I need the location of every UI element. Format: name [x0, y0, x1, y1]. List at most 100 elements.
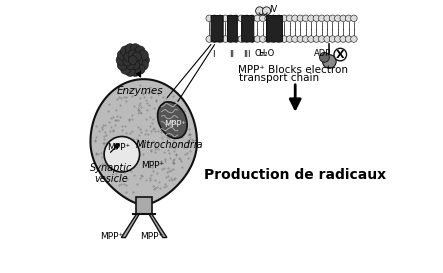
- Circle shape: [130, 44, 140, 54]
- Text: vesicle: vesicle: [95, 174, 128, 184]
- Circle shape: [313, 36, 320, 42]
- Circle shape: [329, 36, 336, 42]
- Circle shape: [334, 48, 346, 61]
- Circle shape: [334, 15, 341, 22]
- Circle shape: [249, 36, 255, 42]
- Circle shape: [227, 15, 234, 22]
- Text: MPP⁺: MPP⁺: [141, 161, 164, 170]
- FancyBboxPatch shape: [242, 16, 254, 42]
- Circle shape: [303, 15, 309, 22]
- Polygon shape: [121, 214, 139, 238]
- Polygon shape: [136, 197, 152, 214]
- Circle shape: [281, 36, 288, 42]
- Circle shape: [138, 60, 148, 70]
- Circle shape: [340, 15, 346, 22]
- Circle shape: [329, 15, 336, 22]
- Circle shape: [139, 55, 149, 65]
- Circle shape: [345, 36, 352, 42]
- Circle shape: [324, 15, 330, 22]
- Text: MPP⁺: MPP⁺: [164, 120, 186, 129]
- Circle shape: [345, 15, 352, 22]
- Circle shape: [238, 36, 245, 42]
- Polygon shape: [90, 79, 197, 205]
- Text: MPP⁺: MPP⁺: [140, 232, 163, 241]
- Circle shape: [126, 60, 135, 70]
- Text: III: III: [243, 50, 250, 59]
- Text: Synaptic: Synaptic: [90, 163, 132, 173]
- Circle shape: [120, 46, 131, 56]
- Circle shape: [222, 15, 229, 22]
- Circle shape: [130, 66, 140, 76]
- Circle shape: [308, 15, 315, 22]
- Circle shape: [206, 15, 213, 22]
- Text: II: II: [229, 50, 234, 59]
- Circle shape: [238, 15, 245, 22]
- Circle shape: [211, 36, 218, 42]
- Circle shape: [123, 57, 132, 66]
- Circle shape: [125, 44, 136, 54]
- Text: MPP⁺: MPP⁺: [100, 232, 124, 241]
- Circle shape: [117, 60, 128, 70]
- Circle shape: [132, 52, 142, 61]
- Circle shape: [276, 15, 282, 22]
- Circle shape: [297, 36, 303, 42]
- Text: I: I: [213, 50, 215, 59]
- Circle shape: [286, 36, 293, 42]
- Circle shape: [340, 36, 346, 42]
- Circle shape: [217, 36, 223, 42]
- Circle shape: [135, 64, 145, 74]
- Circle shape: [313, 15, 320, 22]
- Circle shape: [276, 36, 282, 42]
- Circle shape: [133, 57, 143, 66]
- Circle shape: [260, 15, 266, 22]
- Circle shape: [319, 15, 325, 22]
- Ellipse shape: [158, 102, 187, 138]
- Circle shape: [270, 36, 277, 42]
- Circle shape: [350, 15, 357, 22]
- Text: X: X: [336, 50, 345, 60]
- Circle shape: [138, 50, 148, 60]
- Circle shape: [233, 36, 239, 42]
- Circle shape: [222, 36, 229, 42]
- Circle shape: [124, 52, 133, 61]
- FancyBboxPatch shape: [267, 16, 282, 42]
- Circle shape: [135, 46, 145, 56]
- Circle shape: [262, 7, 271, 15]
- Circle shape: [334, 36, 341, 42]
- FancyBboxPatch shape: [211, 16, 223, 42]
- Circle shape: [350, 36, 357, 42]
- Circle shape: [256, 7, 264, 15]
- Text: Production de radicaux: Production de radicaux: [204, 168, 386, 182]
- Text: MPP⁺: MPP⁺: [108, 143, 131, 152]
- Text: ADP: ADP: [314, 49, 331, 58]
- Circle shape: [260, 36, 266, 42]
- Circle shape: [211, 15, 218, 22]
- Circle shape: [131, 60, 140, 70]
- Circle shape: [128, 56, 137, 64]
- Circle shape: [286, 15, 293, 22]
- Circle shape: [249, 15, 255, 22]
- Circle shape: [254, 36, 261, 42]
- Circle shape: [217, 15, 223, 22]
- Circle shape: [281, 15, 288, 22]
- Circle shape: [116, 55, 127, 65]
- Circle shape: [291, 15, 298, 22]
- Text: Enzymes: Enzymes: [116, 87, 163, 96]
- Text: H₂O: H₂O: [258, 49, 274, 58]
- Circle shape: [206, 36, 213, 42]
- Circle shape: [265, 15, 272, 22]
- Circle shape: [233, 15, 239, 22]
- Circle shape: [125, 66, 136, 76]
- Text: IV: IV: [269, 5, 278, 14]
- Text: Mitrochondria: Mitrochondria: [136, 140, 203, 150]
- FancyBboxPatch shape: [228, 16, 237, 42]
- Circle shape: [319, 52, 329, 62]
- Circle shape: [270, 15, 277, 22]
- Circle shape: [303, 36, 309, 42]
- Circle shape: [120, 64, 131, 74]
- Circle shape: [104, 136, 140, 172]
- Circle shape: [323, 55, 336, 68]
- Circle shape: [128, 50, 137, 59]
- Circle shape: [244, 15, 250, 22]
- Circle shape: [308, 36, 315, 42]
